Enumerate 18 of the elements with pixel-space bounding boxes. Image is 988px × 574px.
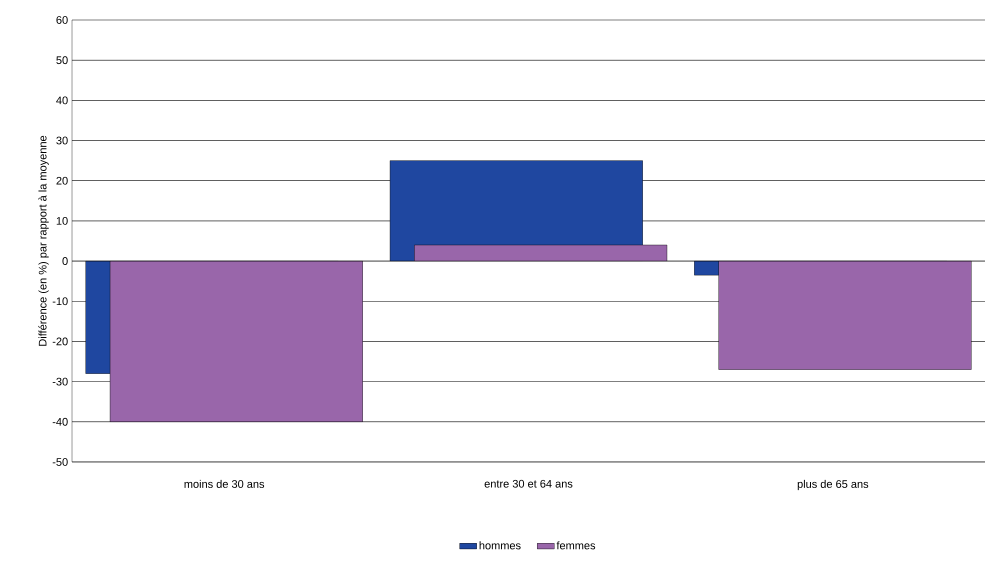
y-tick-label: 40 (56, 96, 68, 104)
y-tick-label: -40 (52, 418, 68, 426)
y-tick-label: 10 (56, 216, 68, 225)
y-tick-label: -10 (52, 297, 68, 306)
x-tick-label: entre 30 et 64 ans (484, 480, 572, 488)
y-tick-label: 30 (56, 136, 68, 144)
x-tick-label: moins de 30 ans (184, 480, 264, 488)
y-tick-label: 0 (62, 257, 68, 265)
y-tick-label: -30 (52, 378, 68, 386)
legend-label: hommes (480, 541, 521, 550)
y-tick-label: 20 (56, 176, 68, 185)
y-tick-label: -20 (52, 338, 68, 346)
legend-label: femmes (556, 541, 596, 550)
y-tick-label: 60 (56, 16, 68, 24)
y-tick-label: -50 (52, 458, 68, 466)
x-tick-label: plus de 65 ans (798, 480, 868, 490)
y-tick-label: 50 (56, 56, 68, 64)
y-axis-title: Différence (en %) par rapport à la moyenne (38, 136, 49, 346)
